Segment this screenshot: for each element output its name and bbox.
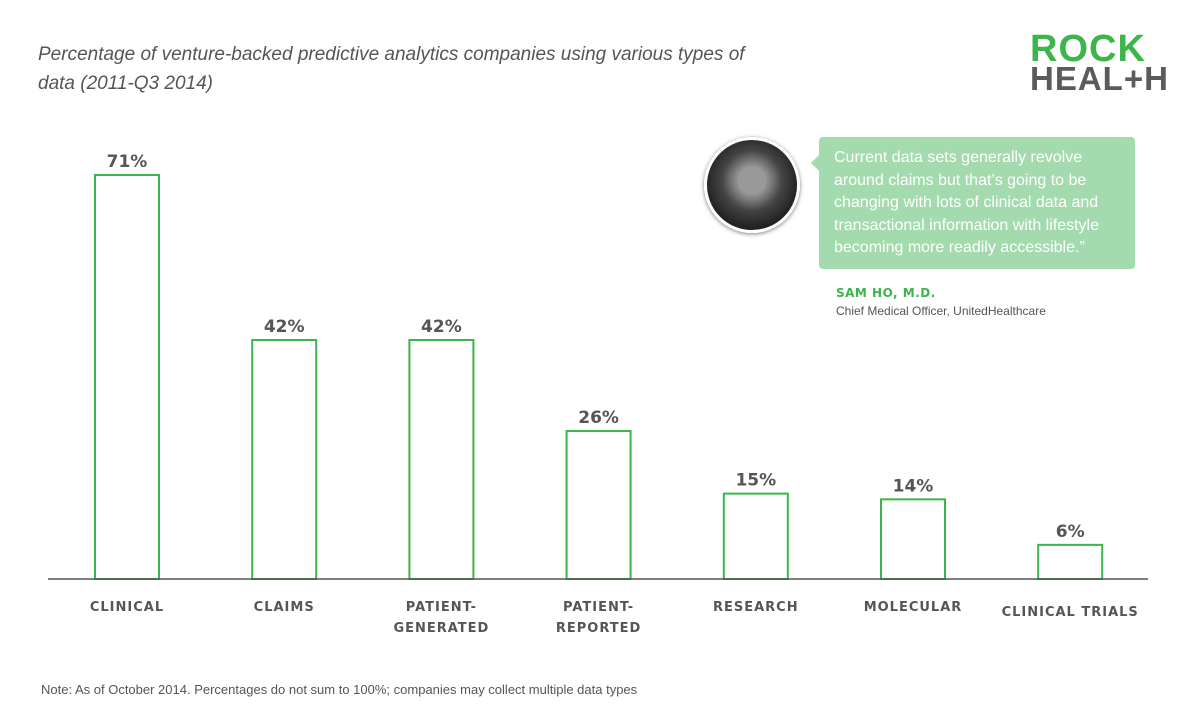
data-label: 26%: [578, 408, 619, 428]
category-label: CLAIMS: [254, 600, 315, 615]
bar: [408, 339, 475, 581]
bar: [1037, 543, 1104, 580]
quote-author-role: Chief Medical Officer, UnitedHealthcare: [836, 304, 1046, 318]
footnote: Note: As of October 2014. Percentages do…: [41, 682, 638, 697]
category-label: PATIENT-: [406, 600, 477, 615]
logo-line2: HEAL+H: [1030, 60, 1169, 97]
logo-line1: ROCK: [1030, 28, 1146, 70]
data-label: 14%: [893, 476, 934, 496]
category-label: CLINICAL TRIALS: [1002, 605, 1139, 620]
data-label: 71%: [107, 152, 148, 172]
quote-bubble: Current data sets generally revolve arou…: [811, 137, 1135, 269]
category-label: RESEARCH: [713, 600, 799, 615]
chart-title: Percentage of venture-backed predictive …: [38, 44, 745, 94]
category-label: REPORTED: [556, 621, 641, 636]
data-label: 6%: [1056, 522, 1085, 542]
data-label: 42%: [264, 317, 305, 337]
speaker-photo: [704, 137, 800, 233]
category-label: PATIENT-: [563, 600, 634, 615]
bar: [722, 492, 789, 580]
data-label: 15%: [735, 471, 776, 491]
bar: [94, 174, 160, 580]
category-label: CLINICAL: [90, 600, 164, 615]
bar: [565, 430, 632, 580]
rock-health-logo: ROCK HEAL+H: [1030, 28, 1169, 97]
bar: [880, 498, 946, 581]
category-label: GENERATED: [393, 621, 489, 636]
bar: [251, 339, 318, 581]
data-label: 42%: [421, 317, 462, 337]
quote-author: SAM HO, M.D.: [836, 286, 936, 300]
category-label: MOLECULAR: [864, 600, 963, 615]
